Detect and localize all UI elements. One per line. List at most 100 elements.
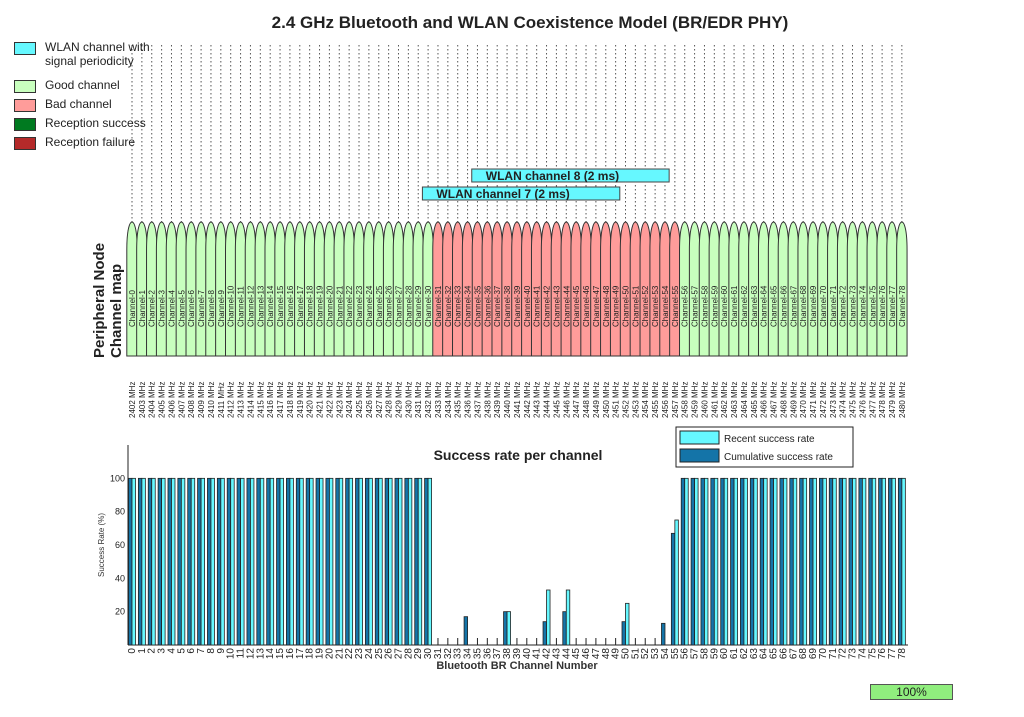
channel-frequency-label: 2458 MHz <box>681 382 690 418</box>
channel-frequency-label: 2429 MHz <box>394 382 403 418</box>
bar-recent <box>565 589 571 646</box>
channel-label: Channel-56 <box>681 285 690 327</box>
channel-frequency-label: 2480 MHz <box>898 382 907 418</box>
bar-cumulative <box>345 477 350 646</box>
channel-frequency-label: 2462 MHz <box>720 382 729 418</box>
channel-frequency-label: 2413 MHz <box>237 382 246 418</box>
legend-label: WLAN channel with signal periodicity <box>45 40 150 68</box>
x-tick-label: 47 <box>591 648 602 660</box>
channel-frequency-label: 2442 MHz <box>523 382 532 418</box>
bar-cumulative <box>424 477 429 646</box>
channel-label: Channel-6 <box>187 290 196 327</box>
channel-label: Channel-25 <box>375 285 384 327</box>
channel-label: Channel-23 <box>355 285 364 327</box>
bar-cumulative <box>325 477 330 646</box>
channel-label: Channel-54 <box>661 285 670 327</box>
bar-cumulative <box>759 477 765 646</box>
legend-item-bad: Bad channel <box>14 97 165 116</box>
x-tick-label: 62 <box>739 648 750 660</box>
wlan-channel-label: WLAN channel 8 (2 ms) <box>486 169 619 183</box>
channel-frequency-label: 2430 MHz <box>404 382 413 418</box>
channel-frequency-label: 2417 MHz <box>276 382 285 418</box>
bar-cumulative <box>197 477 202 646</box>
channel-frequency-label: 2423 MHz <box>335 382 344 418</box>
channel-label: Channel-4 <box>167 290 176 327</box>
channel-frequency-label: 2404 MHz <box>148 382 157 418</box>
x-tick-label: 51 <box>630 648 641 660</box>
x-tick-label: 31 <box>433 648 444 660</box>
bar-cumulative <box>562 611 567 646</box>
channel-frequency-label: 2451 MHz <box>612 382 621 418</box>
bar-recent <box>259 477 265 646</box>
bar-cumulative <box>779 477 784 646</box>
channel-frequency-label: 2420 MHz <box>306 382 315 418</box>
channel-label: Channel-53 <box>651 285 660 327</box>
bar-cumulative <box>374 477 380 646</box>
bar-cumulative <box>809 477 814 646</box>
channel-frequency-label: 2408 MHz <box>187 382 196 418</box>
channel-frequency-label: 2421 MHz <box>316 382 325 418</box>
x-tick-label: 14 <box>265 648 276 660</box>
bar-recent <box>378 477 383 646</box>
bar-cumulative <box>246 477 251 646</box>
bar-cumulative <box>720 477 725 646</box>
channel-frequency-label: 2418 MHz <box>286 382 295 418</box>
bar-recent <box>319 477 324 646</box>
channel-frequency-label: 2457 MHz <box>671 382 680 418</box>
channel-label: Channel-63 <box>750 285 759 327</box>
bar-recent <box>151 477 156 646</box>
bar-recent <box>240 477 245 646</box>
channel-label: Channel-32 <box>444 285 453 327</box>
channel-frequency-label: 2452 MHz <box>622 382 631 418</box>
channel-frequency-label: 2454 MHz <box>641 382 650 418</box>
channel-label: Channel-62 <box>740 285 749 327</box>
channel-frequency-label: 2419 MHz <box>296 382 305 418</box>
bar-cumulative <box>157 477 163 646</box>
x-tick-label: 7 <box>196 648 207 654</box>
channel-label: Channel-48 <box>602 285 611 327</box>
x-tick-label: 37 <box>492 648 503 660</box>
x-tick-label: 56 <box>680 648 691 660</box>
bar-cumulative <box>838 477 844 646</box>
x-axis-label: Bluetooth BR Channel Number <box>436 660 598 672</box>
bar-cumulative <box>789 477 794 646</box>
channel-label: Channel-33 <box>454 285 463 327</box>
bar-cumulative <box>187 477 192 646</box>
channel-frequency-label: 2453 MHz <box>631 382 640 418</box>
channel-frequency-label: 2450 MHz <box>602 382 611 418</box>
bar-recent <box>753 477 758 646</box>
channel-label: Channel-76 <box>878 285 887 327</box>
x-tick-label: 22 <box>344 648 355 660</box>
channel-label: Channel-46 <box>582 285 591 327</box>
x-tick-label: 43 <box>551 648 562 660</box>
channel-frequency-label: 2435 MHz <box>454 382 463 418</box>
channel-frequency-label: 2436 MHz <box>464 382 473 418</box>
channel-frequency-label: 2438 MHz <box>483 382 492 418</box>
channel-frequency-label: 2468 MHz <box>779 382 788 418</box>
channel-label: Channel-61 <box>730 285 739 327</box>
bar-recent <box>852 477 857 646</box>
x-tick-label: 59 <box>709 648 720 660</box>
x-tick-label: 42 <box>542 648 553 660</box>
bar-cumulative <box>749 477 755 646</box>
channel-label: Channel-66 <box>779 285 788 327</box>
channel-frequency-label: 2415 MHz <box>256 382 265 418</box>
channel-label: Channel-2 <box>148 290 157 327</box>
bar-recent <box>881 477 887 646</box>
y-tick-label: 20 <box>115 607 125 617</box>
channel-label: Channel-20 <box>325 285 334 327</box>
channel-frequency-label: 2463 MHz <box>730 382 739 418</box>
bar-recent <box>141 477 146 646</box>
channel-label: Channel-74 <box>858 285 867 327</box>
channel-label: Channel-60 <box>720 285 729 327</box>
legend-item-failure: Reception failure <box>14 135 165 154</box>
channel-shape <box>215 221 227 357</box>
bar-cumulative <box>137 477 143 646</box>
x-tick-label: 6 <box>186 648 197 654</box>
channel-frequency-label: 2461 MHz <box>710 382 719 418</box>
channel-label: Channel-31 <box>434 285 443 327</box>
legend-swatch-cumulative <box>679 448 720 463</box>
x-tick-label: 2 <box>147 648 158 654</box>
wlan-channel-block <box>421 186 621 201</box>
